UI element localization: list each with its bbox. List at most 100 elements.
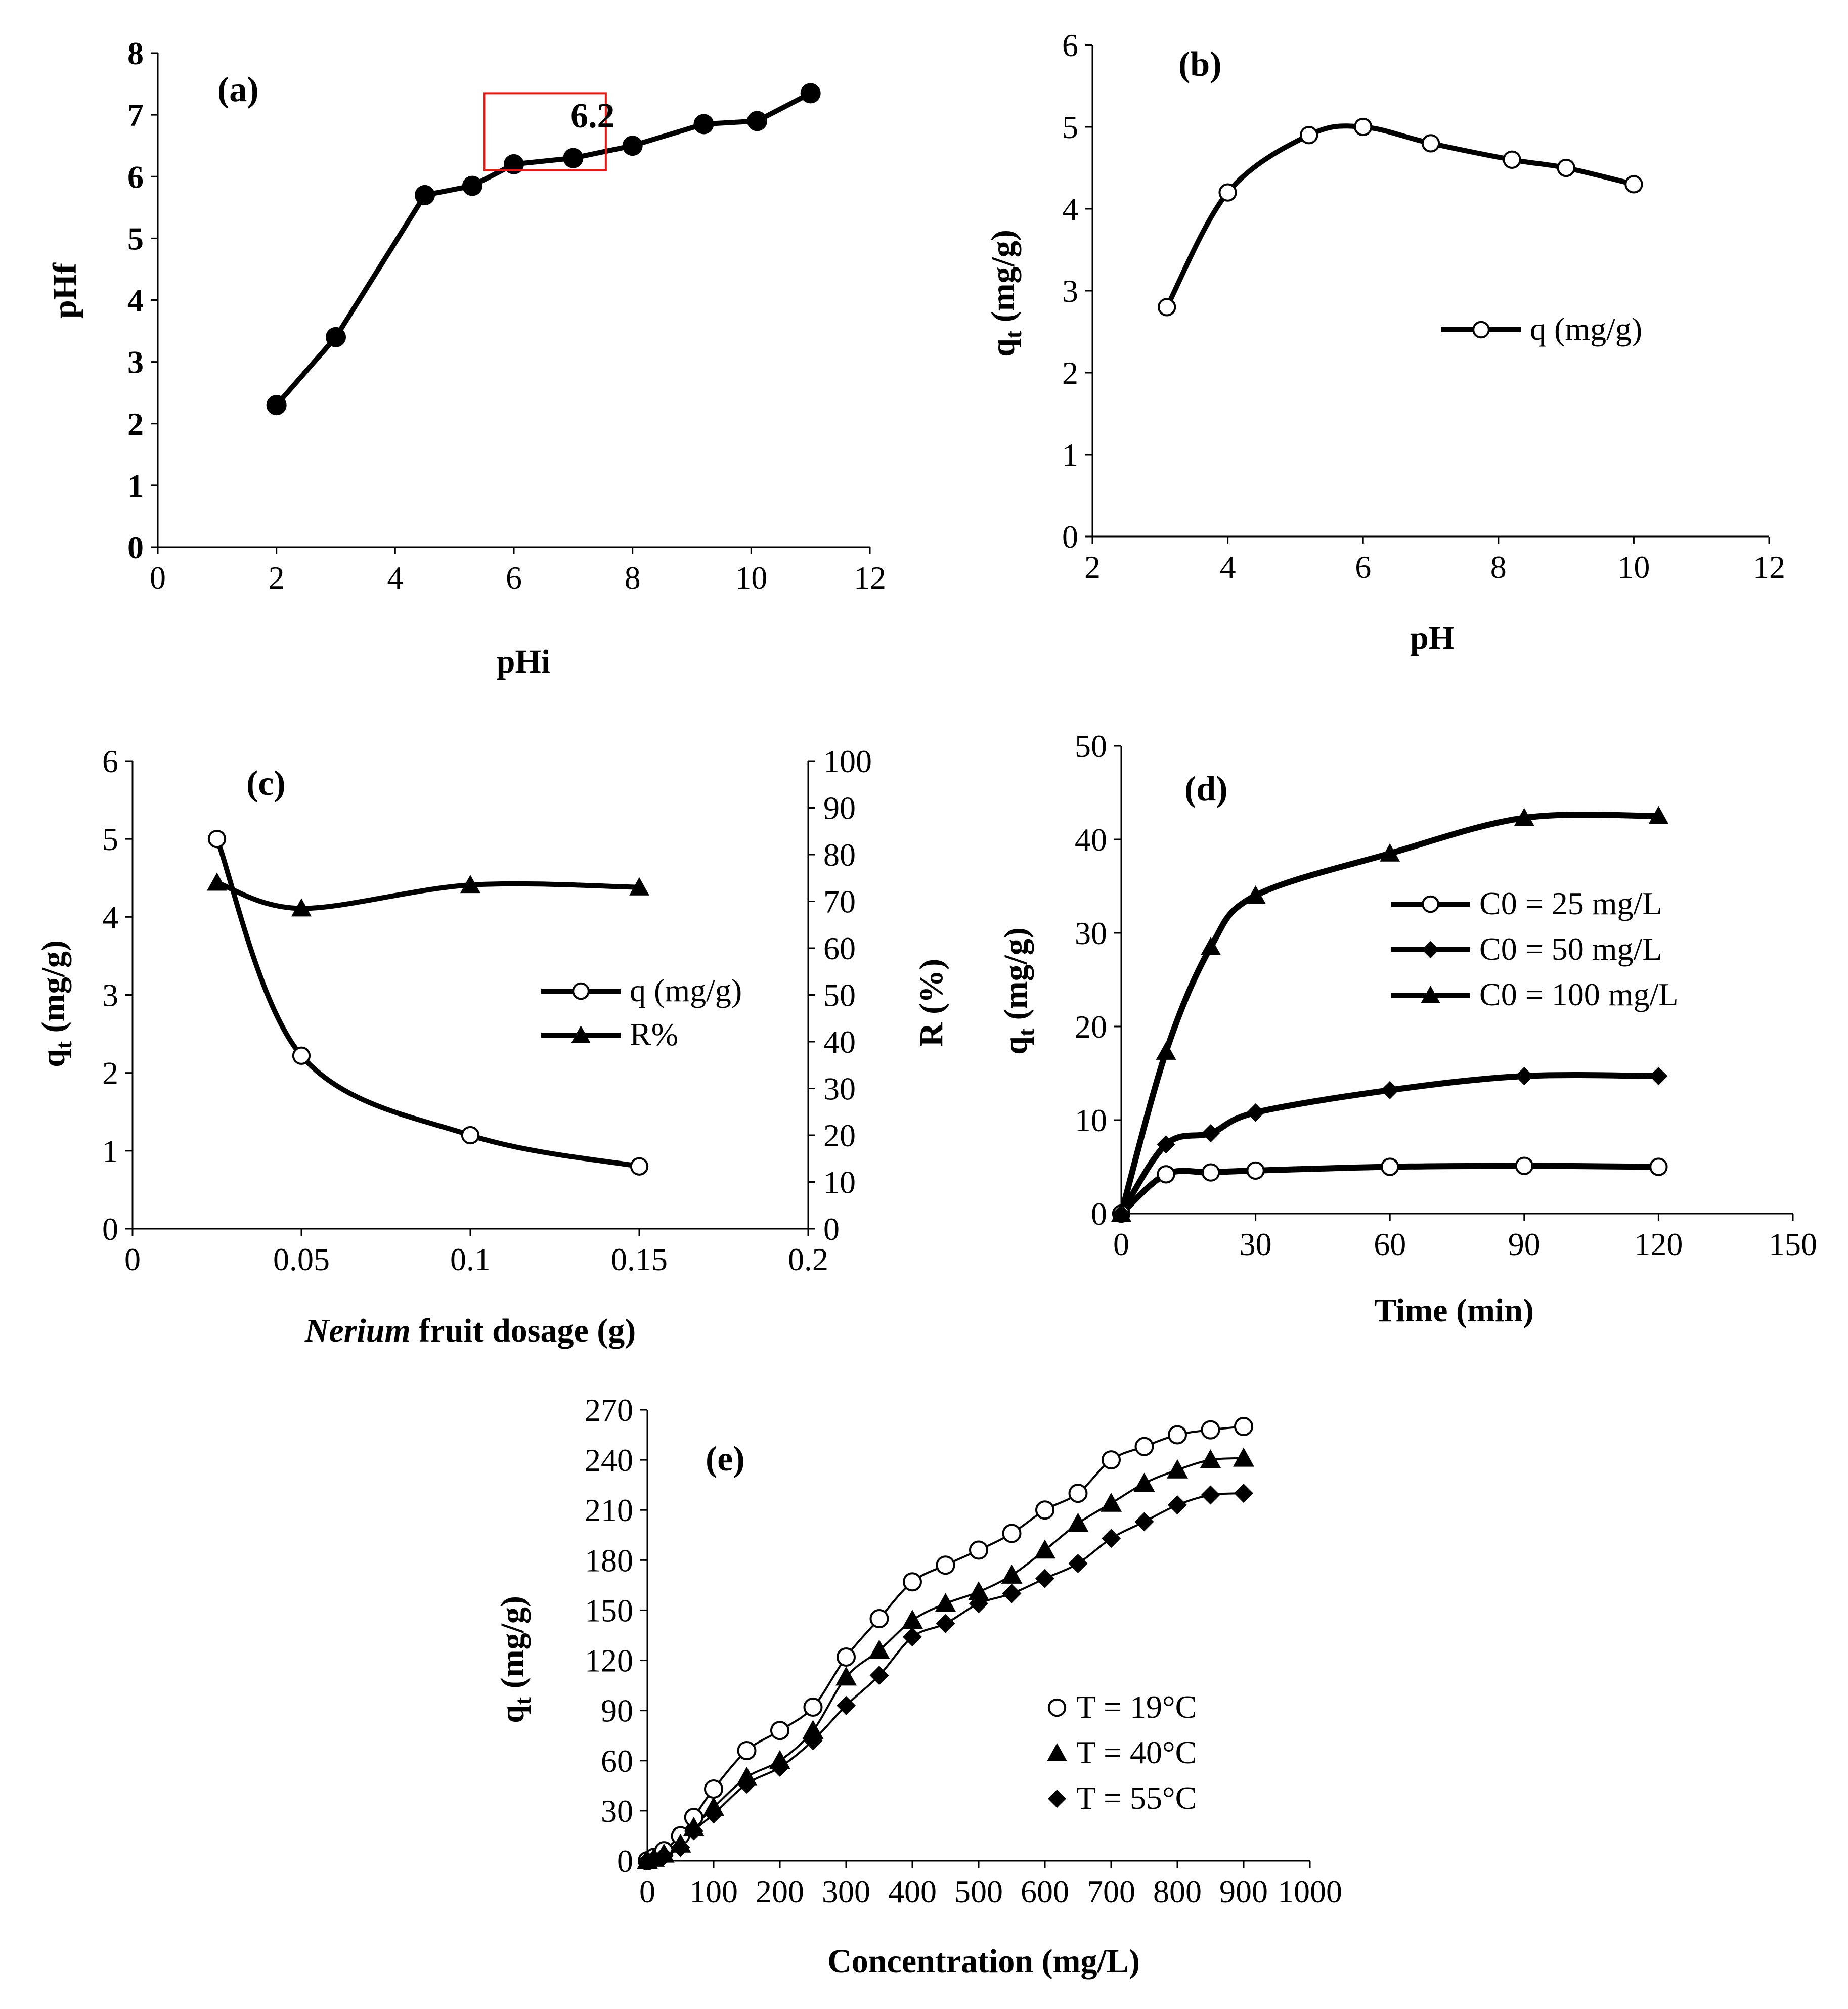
data-point-e-1	[968, 1581, 989, 1600]
panel-b-legend: q (mg/g)	[1441, 311, 1642, 347]
data-point-e-0	[1035, 1500, 1054, 1520]
data-point-e-0	[869, 1609, 889, 1628]
panel-e-y-axis-title: qt (mg/g)	[494, 1596, 536, 1723]
y-title-subscript: t	[51, 1041, 76, 1049]
x-tick-label: 300	[822, 1873, 870, 1909]
data-point-e-0	[1134, 1437, 1154, 1456]
y-title-units: (mg/g)	[997, 927, 1034, 1029]
data-point-e-2	[1201, 1485, 1220, 1505]
x-tick-label: 0.1	[450, 1241, 491, 1277]
panel-c-axes	[125, 760, 815, 1236]
data-point-c-1	[291, 898, 312, 917]
data-point-b-0	[1218, 183, 1237, 202]
data-point-d-2	[1514, 808, 1534, 826]
panel-a-curves	[274, 91, 813, 408]
data-point-e-2	[671, 1838, 690, 1857]
panel-c-y-ticks: 0 1 2 3 4 5 6	[102, 743, 118, 1247]
y-tick-label: 180	[585, 1542, 633, 1578]
data-point-e-1	[1067, 1512, 1089, 1532]
panel-a-highlight-box	[483, 92, 607, 172]
x-tick-label: 150	[1769, 1226, 1817, 1262]
y2-tick-label: 30	[823, 1071, 856, 1107]
y-tick-label: 30	[601, 1793, 633, 1829]
data-point-e-1	[1233, 1447, 1254, 1467]
data-point-e-0	[837, 1647, 856, 1667]
panel-b-curves	[1164, 123, 1637, 310]
y-title-subscript: t	[1013, 1028, 1039, 1036]
legend-label: C0 = 25 mg/L	[1479, 885, 1662, 921]
data-point-b-0	[1503, 150, 1521, 169]
panel-a-annotation: 6.2	[570, 97, 615, 136]
panel-b-x-ticks: 2 4 6 8 10 12	[1084, 549, 1785, 585]
y-title-units: (mg/g)	[35, 940, 72, 1041]
data-point-e-2	[869, 1666, 889, 1685]
data-point-d-1	[1202, 1124, 1220, 1142]
y-tick-label: 150	[585, 1592, 633, 1628]
data-point-e-1	[935, 1593, 956, 1613]
y-tick-label: 0	[1062, 519, 1078, 555]
data-point-d-0	[1157, 1165, 1175, 1184]
panel-a-axes	[151, 52, 871, 554]
y2-tick-label: 60	[823, 930, 856, 966]
panel-b-y-ticks: 0 1 2 3 4 5 6	[1062, 27, 1078, 555]
y2-tick-label: 90	[823, 790, 856, 826]
x-tick-label: 0.15	[611, 1241, 668, 1277]
legend-label: C0 = 100 mg/L	[1479, 976, 1678, 1012]
data-point-c-0	[207, 830, 227, 849]
y-tick-label: 90	[601, 1693, 633, 1729]
data-point-d-2	[1156, 1042, 1176, 1060]
data-point-e-2	[1134, 1512, 1154, 1532]
y-tick-label: 0	[617, 1843, 633, 1879]
y-tick-label: 10	[1075, 1102, 1107, 1138]
panel-e-x-ticks: 0 100 200 300 400 500 600 700 800 900 10…	[639, 1873, 1342, 1909]
panel-d-axes	[1114, 745, 1794, 1221]
data-point-c-1	[460, 875, 480, 894]
data-point-e-0	[903, 1572, 922, 1592]
panel-d-curves	[1118, 811, 1662, 1217]
x-tick-label: 90	[1508, 1226, 1541, 1262]
data-point-a-0	[622, 136, 643, 156]
panel-c-x-axis-title: Nerium fruit dosage (g)	[304, 1312, 636, 1349]
data-point-b-0	[1624, 175, 1643, 194]
data-point-d-0	[1246, 1161, 1265, 1180]
panel-b-axes	[1085, 44, 1770, 544]
data-point-a-0	[747, 111, 768, 131]
data-point-a-0	[266, 395, 287, 416]
panel-a-x-ticks: 0 2 4 6 8 10 12	[150, 560, 886, 596]
panel-c-label: (c)	[246, 764, 286, 803]
y-tick-label: 40	[1075, 822, 1107, 858]
y-tick-label: 0	[127, 529, 144, 565]
y-tick-label: 0	[102, 1211, 118, 1247]
data-point-a-0	[800, 83, 821, 104]
panel-c-legend: q (mg/g) R%	[541, 972, 742, 1052]
x-tick-label: 30	[1240, 1226, 1272, 1262]
panel-d-x-ticks: 0 30 60 90 120 150	[1113, 1226, 1817, 1262]
x-tick-label: 0	[150, 560, 166, 596]
data-point-e-2	[654, 1846, 674, 1866]
data-point-c-0	[630, 1157, 649, 1176]
y2-tick-label: 20	[823, 1118, 856, 1153]
y-title-subscript: t	[1000, 330, 1026, 338]
data-point-e-1	[835, 1666, 857, 1686]
data-point-c-1	[207, 872, 227, 891]
x-tick-label: 0	[639, 1873, 655, 1909]
y-tick-label: 3	[127, 344, 144, 380]
data-point-a-0	[504, 154, 524, 174]
panel-c-curves	[214, 836, 642, 1169]
data-point-d-2	[1111, 1203, 1131, 1222]
y-tick-label: 8	[127, 35, 144, 71]
data-point-e-2	[737, 1774, 757, 1794]
y-title-subscript: t	[510, 1697, 536, 1705]
data-point-e-1	[1133, 1472, 1155, 1492]
x-tick-label: 0	[1113, 1226, 1129, 1262]
panel-c-x-ticks: 0 0.05 0.1 0.15 0.2	[124, 1241, 828, 1277]
panel-e-x-axis-title: Concentration (mg/L)	[827, 1943, 1140, 1980]
y-title-q: q	[35, 1049, 72, 1067]
panel-b-label: (b)	[1178, 45, 1222, 84]
y2-tick-label: 100	[823, 743, 872, 779]
y2-tick-label: 40	[823, 1024, 856, 1060]
legend-label: T = 40°C	[1076, 1734, 1197, 1770]
data-point-e-0	[1234, 1417, 1253, 1437]
y-tick-label: 50	[1075, 728, 1107, 764]
data-point-a-0	[693, 114, 714, 135]
